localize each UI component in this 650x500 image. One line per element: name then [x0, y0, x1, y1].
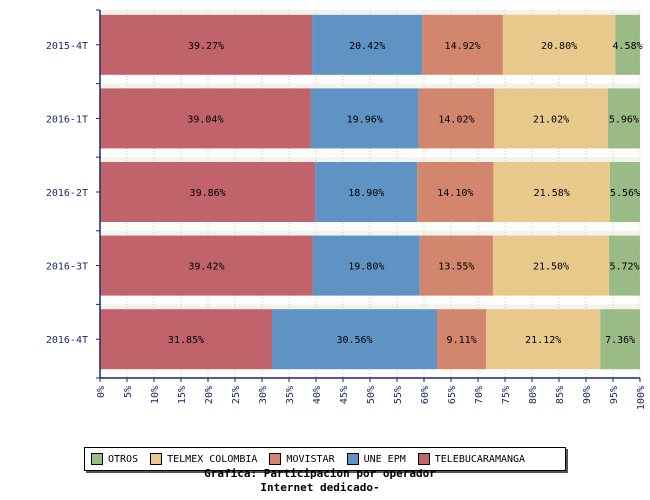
bar-segment: [492, 235, 610, 296]
bar-segment: [100, 235, 313, 296]
x-tick-label: 25%: [231, 386, 242, 404]
chart-legend: OTROS TELMEX COLOMBIA MOVISTAR UNE EPM TELEB…: [84, 447, 566, 471]
x-tick-label: 20%: [204, 386, 215, 404]
legend-label: TELMEX COLOMBIA: [167, 453, 258, 465]
bar-segment: [312, 235, 420, 296]
data-label: 39.27%: [188, 41, 224, 52]
data-label: 14.02%: [438, 114, 474, 125]
chart-title-line1: Grafica: Participacion por operador: [204, 467, 436, 480]
category-label: 2016-1T: [46, 114, 88, 125]
x-tick-label: 30%: [258, 386, 269, 404]
data-label: 13.55%: [438, 262, 474, 273]
data-label: 39.42%: [188, 262, 224, 273]
bar-segment: [100, 309, 272, 370]
x-tick-label: 50%: [366, 386, 377, 404]
x-tick-label: 85%: [555, 386, 566, 404]
bar-segment: [419, 235, 493, 296]
legend-swatch: [269, 453, 282, 465]
legend-label: OTROS: [108, 453, 139, 465]
x-tick-label: 35%: [285, 386, 296, 404]
legend-item: TELMEX COLOMBIA: [150, 453, 257, 465]
data-label: 14.92%: [445, 41, 481, 52]
bar-segment: [494, 88, 608, 149]
data-label: 21.02%: [533, 114, 569, 125]
x-tick-label: 95%: [609, 386, 620, 404]
data-label: 30.56%: [336, 335, 372, 346]
data-label: 20.80%: [541, 41, 577, 52]
data-label: 21.50%: [533, 262, 569, 273]
legend-label: UNE EPM: [363, 453, 406, 465]
bar-segment: [600, 309, 640, 370]
data-label: 19.96%: [347, 114, 383, 125]
bar-segment: [493, 162, 610, 222]
x-tick-label: 90%: [582, 386, 593, 404]
bar-segment: [271, 309, 438, 370]
bar-segment: [310, 88, 419, 149]
bar-segment: [418, 88, 495, 149]
bar-segment: [502, 14, 616, 75]
data-label: 39.86%: [190, 188, 226, 199]
x-tick-label: 45%: [339, 386, 350, 404]
legend-item: MOVISTAR: [269, 453, 335, 465]
x-tick-label: 55%: [393, 386, 404, 404]
legend-item: UNE EPM: [346, 453, 406, 465]
bar-segment: [100, 14, 313, 75]
bar-segment: [417, 162, 494, 222]
x-tick-label: 75%: [501, 386, 512, 404]
x-tick-label: 40%: [312, 386, 323, 404]
legend-swatch: [91, 453, 103, 465]
data-label: 31.85%: [168, 335, 204, 346]
bar-segment: [100, 162, 316, 222]
legend-item: OTROS: [91, 453, 138, 465]
legend-swatch: [417, 453, 430, 465]
bar-segment: [437, 309, 487, 370]
data-label: 39.04%: [187, 114, 223, 125]
legend-item: TELEBUCARAMANGA: [417, 453, 526, 465]
data-label: 9.11%: [447, 335, 477, 346]
bar-segment: [422, 14, 503, 75]
category-label: 2016-2T: [46, 188, 88, 199]
x-tick-label: 70%: [474, 386, 485, 404]
data-label: 4.58%: [613, 41, 643, 52]
x-tick-label: 5%: [123, 386, 134, 398]
data-label: 21.58%: [534, 188, 570, 199]
data-label: 5.56%: [610, 188, 640, 199]
x-tick-label: 15%: [177, 386, 188, 404]
data-label: 18.90%: [348, 188, 384, 199]
category-label: 2016-4T: [46, 335, 88, 346]
legend-swatch: [346, 453, 359, 465]
chart-title-line2: Internet dedicado-: [260, 481, 380, 494]
category-label: 2015-4T: [46, 41, 88, 52]
bar-segment: [607, 88, 640, 149]
data-label: 5.96%: [609, 114, 639, 125]
legend-label: MOVISTAR: [286, 453, 335, 465]
x-tick-label: 80%: [528, 386, 539, 404]
bar-segment: [312, 14, 423, 75]
data-label: 20.42%: [349, 41, 385, 52]
data-label: 7.36%: [605, 335, 635, 346]
data-label: 14.10%: [437, 188, 473, 199]
data-label: 5.72%: [609, 262, 639, 273]
x-tick-label: 60%: [420, 386, 431, 404]
x-tick-label: 0%: [96, 386, 107, 398]
bar-segment: [609, 162, 640, 222]
bar-segment: [315, 162, 418, 222]
legend-label: TELEBUCARAMANGA: [434, 453, 526, 465]
data-label: 19.80%: [348, 262, 384, 273]
x-tick-label: 65%: [447, 386, 458, 404]
x-tick-label: 10%: [150, 386, 161, 404]
bar-segment: [486, 309, 601, 370]
category-label: 2016-3T: [46, 262, 88, 273]
bar-segment: [615, 14, 640, 75]
data-label: 21.12%: [525, 335, 561, 346]
legend-swatch: [150, 453, 163, 465]
bar-segment: [100, 88, 311, 149]
bar-segment: [609, 235, 640, 296]
x-tick-label: 100%: [636, 386, 647, 410]
